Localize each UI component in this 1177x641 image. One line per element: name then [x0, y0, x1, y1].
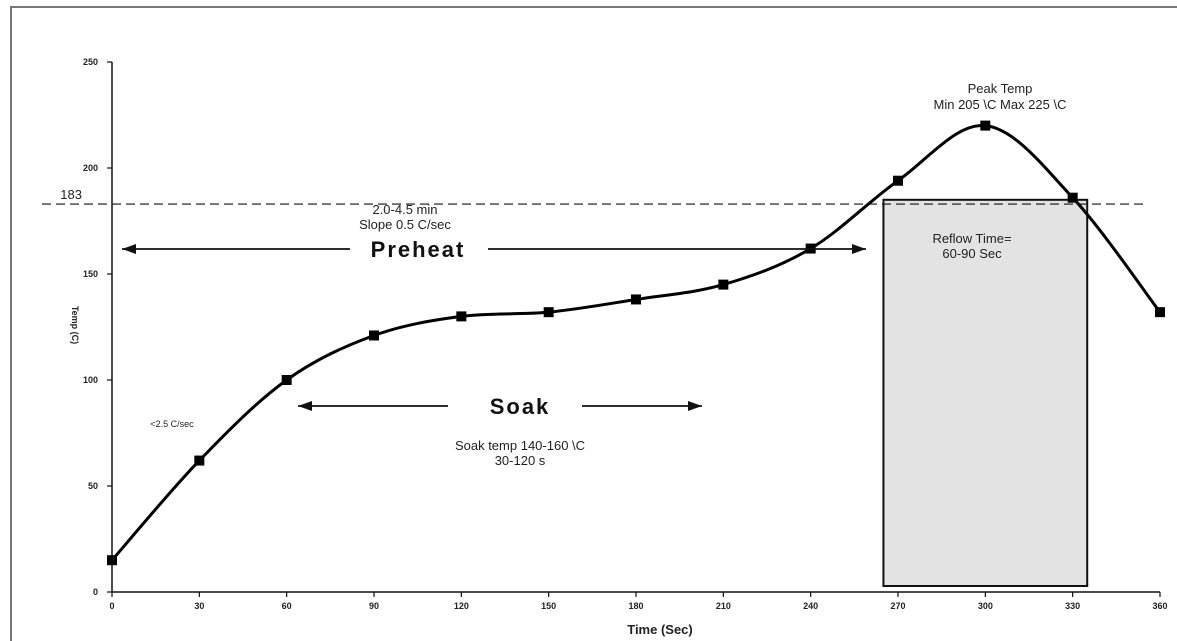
- data-point: [1155, 307, 1165, 318]
- x-tick-label: 330: [1065, 601, 1080, 611]
- peak-temp-range: Min 205 \C Max 225 \C: [934, 97, 1067, 112]
- y-tick-label: 150: [83, 269, 98, 279]
- x-axis-label: Time (Sec): [627, 622, 693, 637]
- x-tick-label: 360: [1152, 601, 1167, 611]
- data-point: [980, 120, 991, 131]
- soak-arrowhead-left: [298, 401, 312, 411]
- y-tick-label: 0: [93, 587, 98, 597]
- arrows: [122, 244, 866, 411]
- data-point: [107, 555, 117, 566]
- data-point: [1067, 192, 1078, 203]
- peak-temp-title: Peak Temp: [968, 81, 1033, 96]
- data-point: [631, 294, 641, 305]
- reference-line-label: 183: [60, 187, 82, 202]
- preheat-arrowhead-left: [122, 244, 136, 254]
- x-tick-label: 0: [109, 601, 114, 611]
- reflow-region: [882, 198, 1089, 588]
- x-tick-label: 210: [716, 601, 731, 611]
- y-tick-label: 250: [83, 57, 98, 67]
- reflow-time-range: 60-90 Sec: [942, 246, 1002, 261]
- data-point: [456, 311, 467, 322]
- x-tick-label: 150: [541, 601, 556, 611]
- data-point: [718, 279, 729, 290]
- y-tick-label: 100: [83, 375, 98, 385]
- chart-frame: [10, 6, 1177, 641]
- x-tick-label: 120: [454, 601, 469, 611]
- soak-arrowhead-right: [688, 401, 702, 411]
- preheat-arrowhead-right: [852, 244, 866, 254]
- x-tick-label: 240: [803, 601, 818, 611]
- data-point: [369, 330, 379, 341]
- y-ticks: 0 50 100 150 200 250: [83, 57, 112, 597]
- preheat-label: Preheat: [371, 237, 466, 262]
- soak-temp-text: Soak temp 140-160 \C: [455, 438, 585, 453]
- x-tick-label: 30: [194, 601, 204, 611]
- data-point: [893, 175, 903, 186]
- data-point: [543, 307, 554, 318]
- x-tick-label: 300: [978, 601, 993, 611]
- y-axis-label: Temp (C): [70, 306, 80, 344]
- preheat-slope-text: Slope 0.5 C/sec: [359, 217, 451, 232]
- y-tick-label: 50: [88, 481, 98, 491]
- x-tick-label: 60: [282, 601, 292, 611]
- x-tick-label: 180: [628, 601, 643, 611]
- x-tick-label: 90: [369, 601, 379, 611]
- data-point: [194, 455, 205, 466]
- x-ticks: 0 30 60 90 120 150 180 210 240 270 300 330 360: [109, 592, 1168, 611]
- y-tick-label: 200: [83, 163, 98, 173]
- preheat-range-text: 2.0-4.5 min: [372, 202, 437, 217]
- x-tick-label: 270: [890, 601, 905, 611]
- ramp-rate-text: <2.5 C/sec: [150, 419, 194, 429]
- soak-label: Soak: [490, 394, 551, 419]
- reflow-time-title: Reflow Time=: [932, 231, 1011, 246]
- data-point: [281, 375, 292, 385]
- soak-time-text: 30-120 s: [495, 453, 546, 468]
